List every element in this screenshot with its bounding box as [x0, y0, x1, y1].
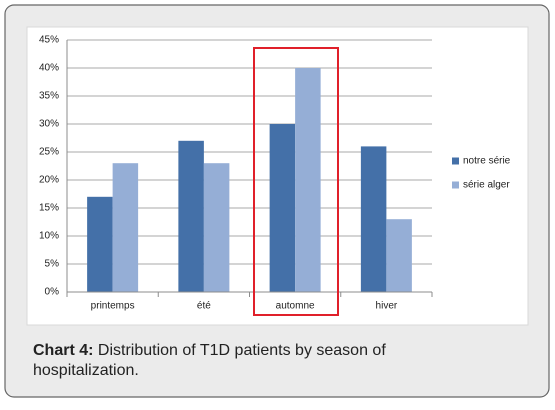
y-tick-label: 15% — [39, 203, 59, 214]
y-tick-label: 20% — [39, 175, 59, 186]
y-tick-label: 30% — [39, 119, 59, 130]
bar — [112, 163, 139, 292]
y-tick-label: 25% — [39, 147, 59, 158]
bar — [295, 68, 321, 292]
legend-swatch — [452, 181, 459, 189]
legend-label: série alger — [463, 180, 510, 191]
caption: Chart 4: Distribution of T1D patients by… — [33, 341, 428, 381]
bar — [178, 140, 204, 292]
y-tick-label: 45% — [39, 35, 59, 46]
y-tick-label: 5% — [45, 259, 60, 270]
legend-swatch — [452, 157, 459, 165]
legend-label: notre série — [463, 156, 511, 167]
y-tick-label: 40% — [39, 63, 59, 74]
y-tick-label: 10% — [39, 231, 59, 242]
bar — [386, 219, 412, 292]
y-tick-label: 35% — [39, 91, 59, 102]
bar — [360, 146, 387, 292]
bar — [87, 196, 113, 292]
caption-text: Distribution of T1D patients by season o… — [33, 342, 386, 379]
bar — [269, 124, 296, 292]
y-tick-label: 0% — [45, 287, 60, 298]
highlight-box — [253, 47, 339, 316]
bar — [203, 163, 230, 292]
x-tick-label: hiver — [376, 301, 398, 312]
x-tick-label: printemps — [91, 301, 135, 312]
x-tick-label: automne — [276, 301, 315, 312]
x-tick-label: été — [197, 301, 211, 312]
caption-label: Chart 4: — [33, 342, 94, 359]
